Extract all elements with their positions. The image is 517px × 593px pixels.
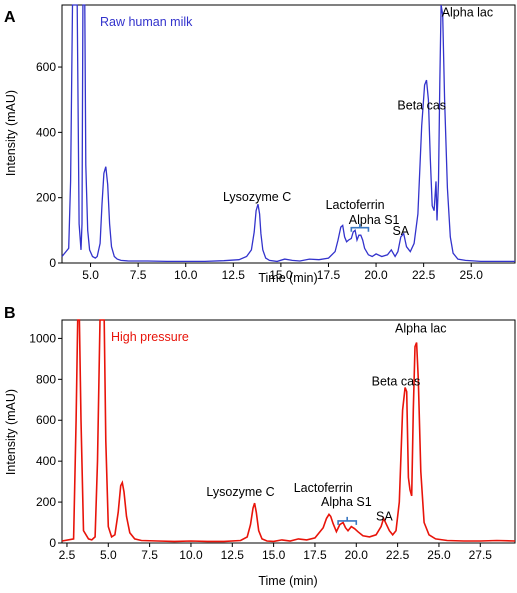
x-tick-label: 15.0 xyxy=(262,548,286,562)
x-tick-label: 17.5 xyxy=(303,548,327,562)
peak-label: SA xyxy=(392,224,409,238)
x-tick-label: 22.5 xyxy=(412,268,436,282)
x-tick-label: 22.5 xyxy=(386,548,410,562)
x-tick-label: 10.0 xyxy=(174,268,198,282)
y-tick-label: 200 xyxy=(36,495,56,509)
x-tick-label: 17.5 xyxy=(317,268,341,282)
panel-b-alpha-s1-bracket xyxy=(337,516,358,525)
y-tick-label: 0 xyxy=(49,256,56,270)
peak-label: Alpha lac xyxy=(395,321,446,335)
panel-b: B 2.5 5.0 7.5 10.0 12.5 15.0 17.5 20.0 22.5 25.0 2… xyxy=(4,305,516,588)
x-tick-label: 12.5 xyxy=(222,268,246,282)
y-tick-label: 400 xyxy=(36,125,56,139)
x-tick-label: 12.5 xyxy=(221,548,245,562)
peak-label: Lysozyme C xyxy=(223,190,291,204)
panel-b-plot-frame xyxy=(61,319,516,544)
panel-a-plot-frame xyxy=(61,4,516,264)
x-tick-label: 15.0 xyxy=(269,268,293,282)
panel-a-series-line xyxy=(61,4,515,263)
panel-a-y-axis-title: Intensity (mAU) xyxy=(4,90,18,176)
panel-a-x-axis-title: Time (min) xyxy=(258,271,317,285)
y-tick-label: 0 xyxy=(49,536,56,550)
x-tick-label: 25.0 xyxy=(460,268,484,282)
y-tick-label: 600 xyxy=(36,60,56,74)
peak-label: Lysozyme C xyxy=(206,485,274,499)
peak-label: Alpha S1 xyxy=(321,495,372,509)
y-tick-label: 1000 xyxy=(29,331,56,345)
y-tick-label: 400 xyxy=(36,454,56,468)
peak-label: Alpha lac xyxy=(442,5,493,19)
panel-b-series-line xyxy=(61,319,516,543)
panel-a-series-title: Raw human milk xyxy=(100,15,193,29)
peak-label: Beta cas xyxy=(372,374,421,388)
x-tick-label: 2.5 xyxy=(59,548,76,562)
panel-b-series-title: High pressure xyxy=(111,330,189,344)
y-tick-label: 600 xyxy=(36,413,56,427)
panel-b-letter: B xyxy=(4,305,16,322)
x-tick-label: 25.0 xyxy=(427,548,451,562)
peak-label: SA xyxy=(376,509,393,523)
peak-label: Beta cas xyxy=(397,99,446,113)
y-tick-label: 800 xyxy=(36,372,56,386)
panel-b-x-axis-title: Time (min) xyxy=(258,574,317,588)
panel-a: A 5.0 7.5 10.0 12.5 15.0 17.5 20.0 22.5 25.0 0 200… xyxy=(4,4,516,285)
peak-label: Lactoferrin xyxy=(326,198,385,212)
x-tick-label: 5.0 xyxy=(100,548,117,562)
x-tick-label: 20.0 xyxy=(364,268,388,282)
x-tick-label: 10.0 xyxy=(179,548,203,562)
panel-b-ticks: 2.5 5.0 7.5 10.0 12.5 15.0 17.5 20.0 22.5 25.0 27.… xyxy=(29,331,492,562)
x-tick-label: 27.5 xyxy=(469,548,493,562)
panel-a-letter: A xyxy=(4,9,16,26)
y-tick-label: 200 xyxy=(36,191,56,205)
peak-label: Alpha S1 xyxy=(349,213,400,227)
panel-a-alpha-s1-bracket xyxy=(350,223,370,232)
x-tick-label: 20.0 xyxy=(345,548,369,562)
panel-b-y-axis-title: Intensity (mAU) xyxy=(4,389,18,475)
x-tick-label: 5.0 xyxy=(82,268,99,282)
x-tick-label: 7.5 xyxy=(130,268,147,282)
x-tick-label: 7.5 xyxy=(141,548,158,562)
panel-a-ticks: 5.0 7.5 10.0 12.5 15.0 17.5 20.0 22.5 25.0 0 200 40… xyxy=(36,60,483,282)
peak-label: Lactoferrin xyxy=(294,481,353,495)
